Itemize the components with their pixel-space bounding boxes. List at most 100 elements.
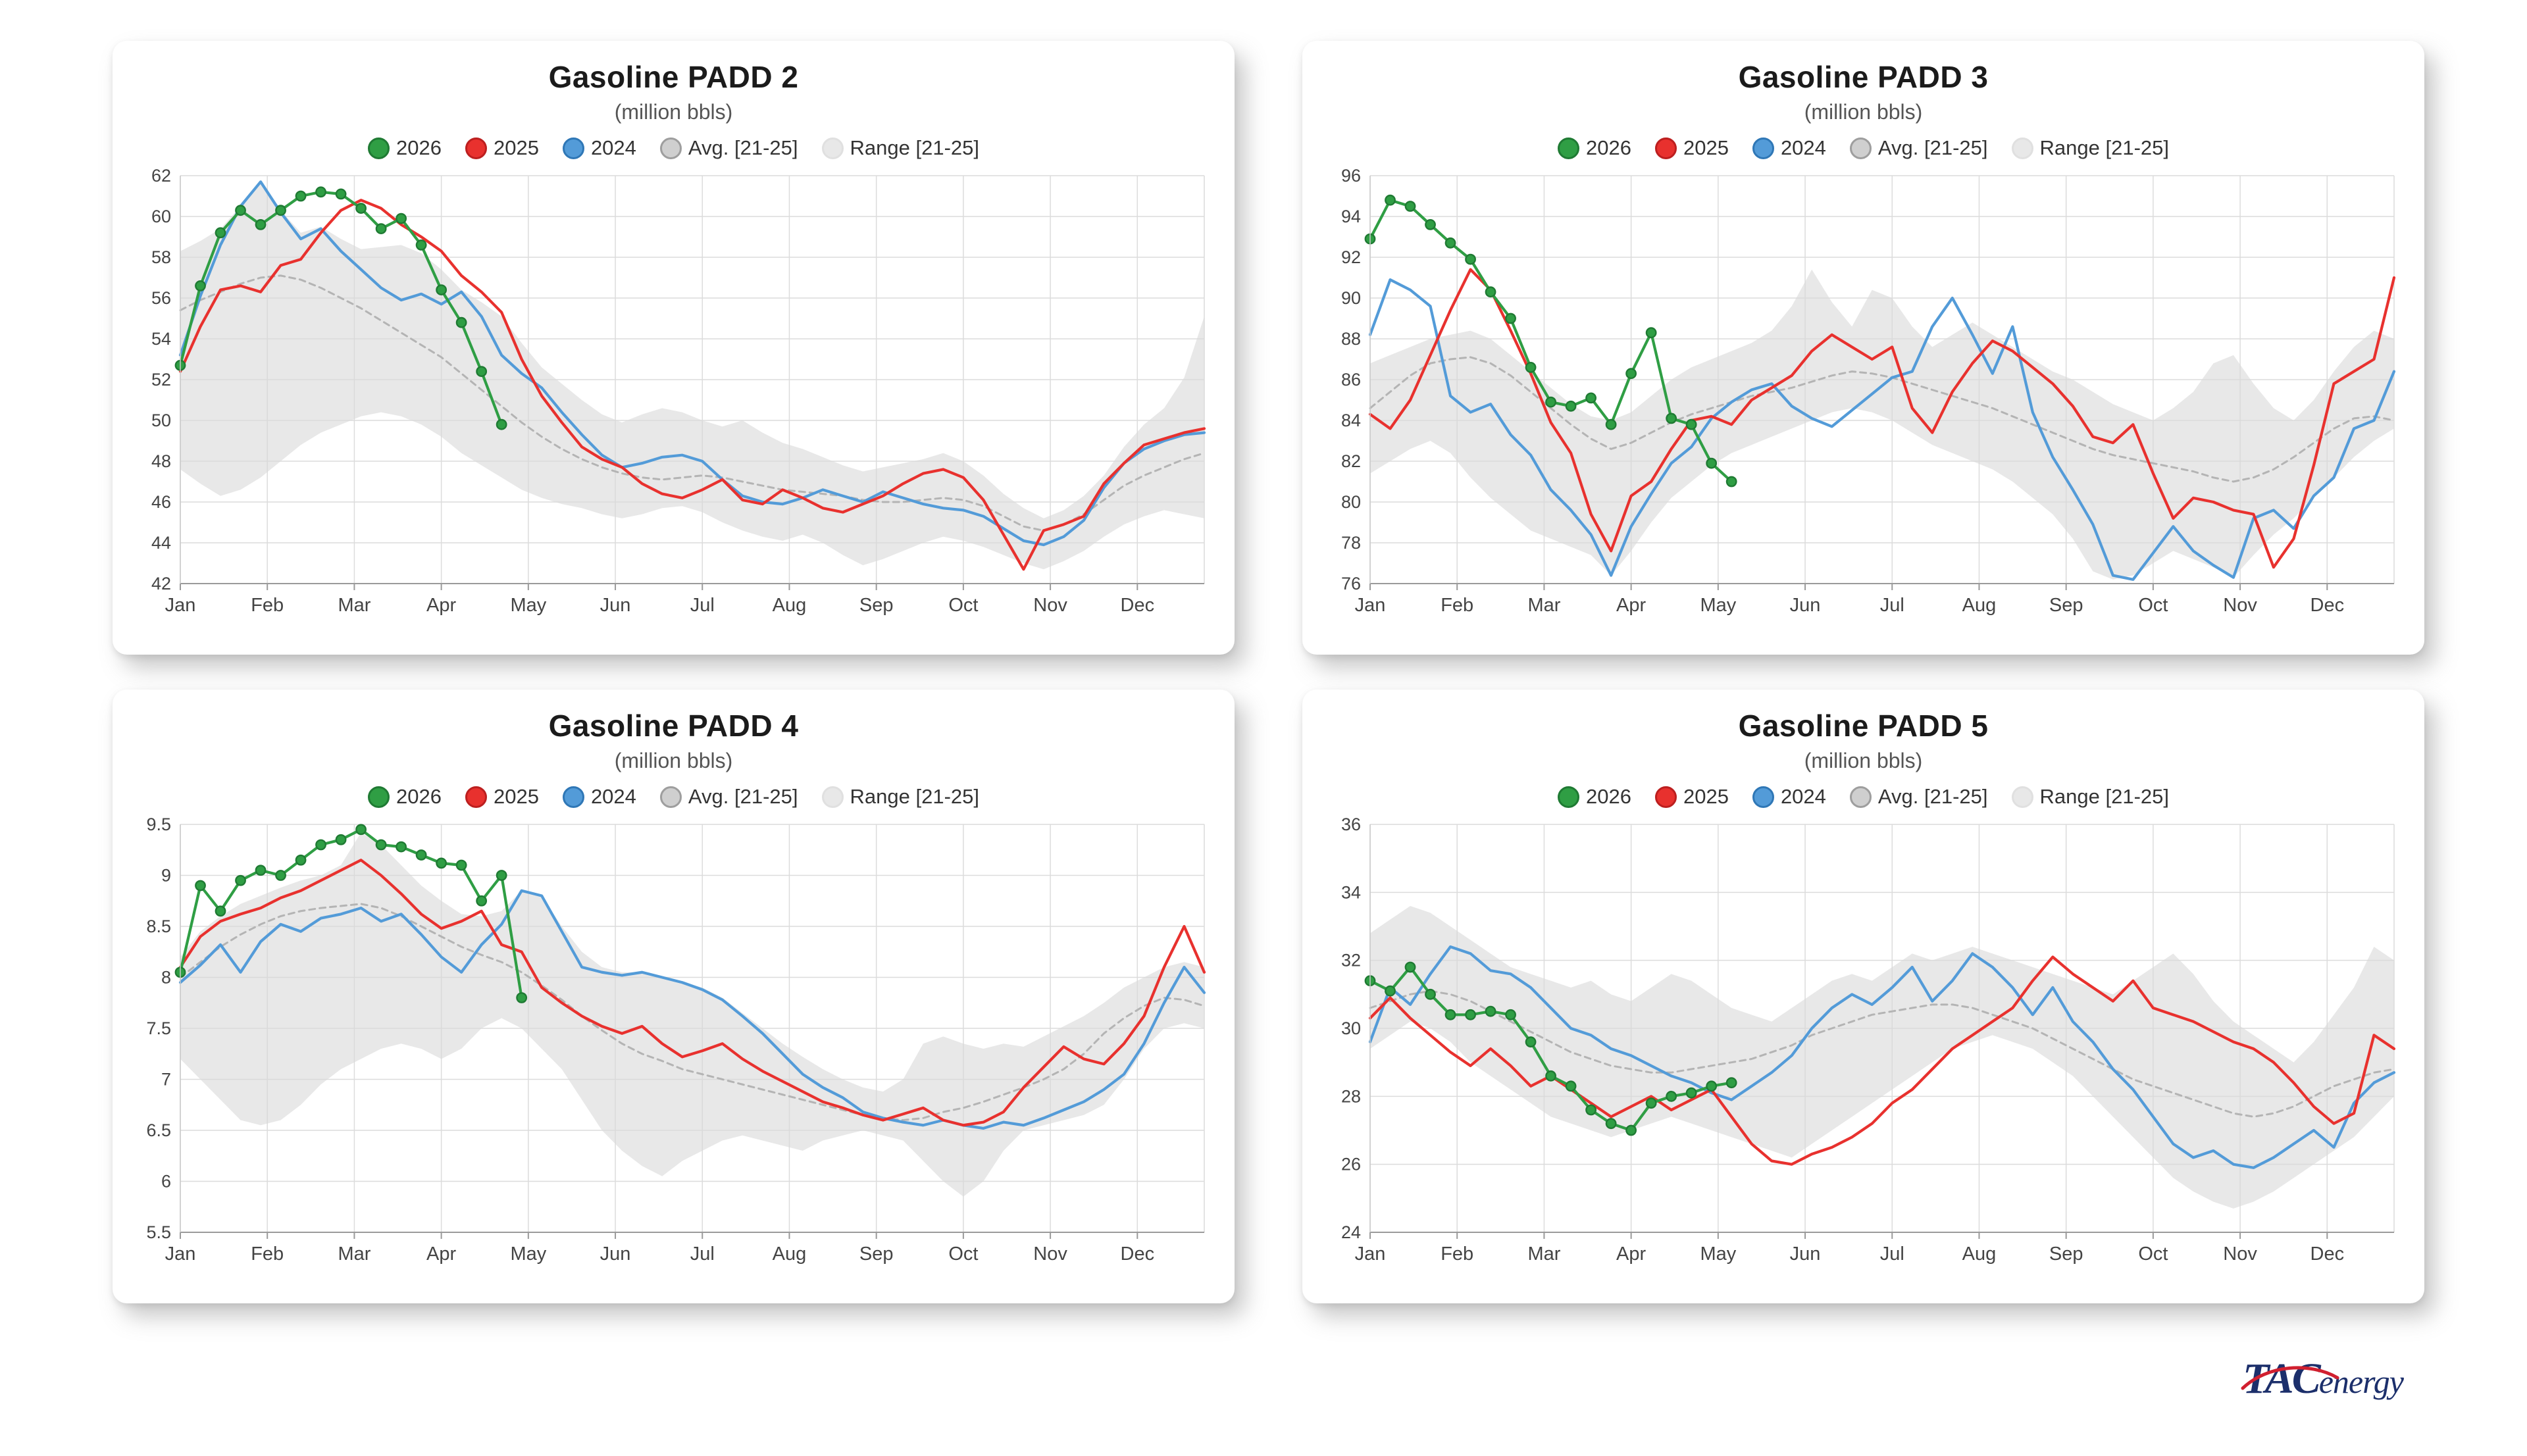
x-tick-label: Nov [1033,1243,1067,1265]
x-tick-label: May [510,595,546,616]
x-tick-label: Apr [426,595,456,616]
series-line-avg-21-25- [179,274,1205,532]
y-tick-label: 82 [1340,451,1360,471]
data-point [1544,1070,1556,1082]
legend-label: 2026 [1586,785,1631,808]
data-point [1424,219,1436,230]
x-tick-label: Sep [2049,1243,2083,1265]
x-tick-label: Nov [2223,595,2257,616]
y-tick-label: 42 [151,574,170,593]
series-line-2026 [178,828,523,999]
data-point [415,239,427,251]
y-tick-label: 7 [161,1070,170,1090]
x-tick-label: Jan [1354,1243,1385,1265]
chart-title: Gasoline PADD 5 [1738,709,1989,743]
data-point [1645,327,1657,339]
data-point [1645,1097,1657,1109]
legend-label: Avg. [21-25] [688,785,798,808]
legend-swatch-icon [562,786,584,808]
data-point [1525,361,1536,373]
data-point [1384,194,1396,206]
chart-legend: 2026 2025 2024 Avg. [21-25] Range [21-25] [1302,785,2424,809]
x-tick-label: Mar [1527,1243,1560,1265]
y-tick-label: 54 [151,329,170,349]
legend-item-range-21-25-: Range [21-25] [821,785,979,809]
chart-title: Gasoline PADD 2 [548,60,799,94]
data-point [1705,1080,1717,1092]
data-point [1665,413,1677,424]
y-tick-label: 78 [1340,533,1360,553]
data-point [315,839,326,851]
legend-item-avg-21-25-: Avg. [21-25] [659,136,798,160]
legend-swatch-icon [1654,137,1677,159]
legend-swatch-icon [2011,137,2033,159]
legend-label: 2026 [396,136,442,159]
data-point [1504,313,1516,324]
data-point [1544,396,1556,408]
data-point [234,205,246,216]
data-point [215,905,226,917]
legend-swatch-icon [1849,786,1872,808]
series-line-2024 [1368,945,2395,1169]
chart-subtitle: (million bbls) [1804,749,1923,772]
legend-item-2025: 2025 [1654,785,1729,809]
legend-swatch-icon [562,137,584,159]
y-tick-label: 58 [151,247,170,267]
x-tick-label: Jan [1354,595,1385,616]
y-tick-label: 30 [1340,1018,1360,1038]
logo-text-energy: energy [2318,1363,2404,1400]
x-tick-label: Mar [338,595,370,616]
legend-swatch-icon [465,786,487,808]
x-tick-label: Feb [1441,1243,1473,1265]
range-band [1369,269,2394,580]
data-point [1605,1118,1617,1130]
legend-swatch-icon [659,137,682,159]
x-tick-label: Oct [2138,595,2168,616]
data-point [1685,418,1697,430]
chart-subtitle: (million bbls) [614,749,733,772]
series-line-2025 [178,199,1206,571]
data-point [1625,368,1637,380]
data-point [274,870,286,881]
x-tick-label: Mar [338,1243,370,1265]
data-point [1605,418,1617,430]
data-point [1625,1124,1637,1136]
chart-title: Gasoline PADD 3 [1738,60,1989,94]
legend-swatch-icon [2011,786,2033,808]
y-tick-label: 48 [151,451,170,471]
y-tick-label: 56 [151,288,170,308]
chart-plot: 5.5 6 6.5 7 7.5 8 8.5 9 9.5 Jan Feb Mar Apr May Jun Jul… [146,815,1206,1265]
data-point [194,880,206,891]
data-point [335,834,346,845]
data-point [496,418,507,430]
x-tick-label: Oct [948,1243,978,1265]
x-tick-label: Jul [1879,1243,1904,1265]
data-point [435,284,447,296]
data-point [1464,1009,1476,1020]
series-line-avg-21-25- [1369,990,2395,1118]
series-line-2024 [178,889,1206,1130]
legend-item-2025: 2025 [465,136,539,160]
data-point [295,190,306,202]
y-tick-label: 86 [1340,370,1360,389]
data-point [1485,1005,1496,1017]
data-point [315,186,326,198]
logo-text-tac: TAC [2243,1355,2321,1403]
data-point [274,205,286,216]
legend-label: Range [21-25] [2039,785,2169,808]
legend-swatch-icon [368,786,390,808]
data-point [215,227,226,239]
y-tick-label: 46 [151,492,170,512]
legend-label: 2024 [1780,136,1826,159]
data-point [375,839,386,851]
x-tick-label: May [1700,1243,1736,1265]
legend-label: 2025 [493,136,539,159]
x-tick-label: Apr [1616,595,1646,616]
data-point [415,849,427,861]
series-line-2025 [1368,955,2395,1166]
y-tick-label: 44 [151,533,170,553]
x-tick-label: Jul [1879,595,1904,616]
y-tick-label: 36 [1340,815,1360,834]
y-tick-label: 7.5 [146,1018,171,1038]
x-tick-label: Nov [1033,595,1067,616]
